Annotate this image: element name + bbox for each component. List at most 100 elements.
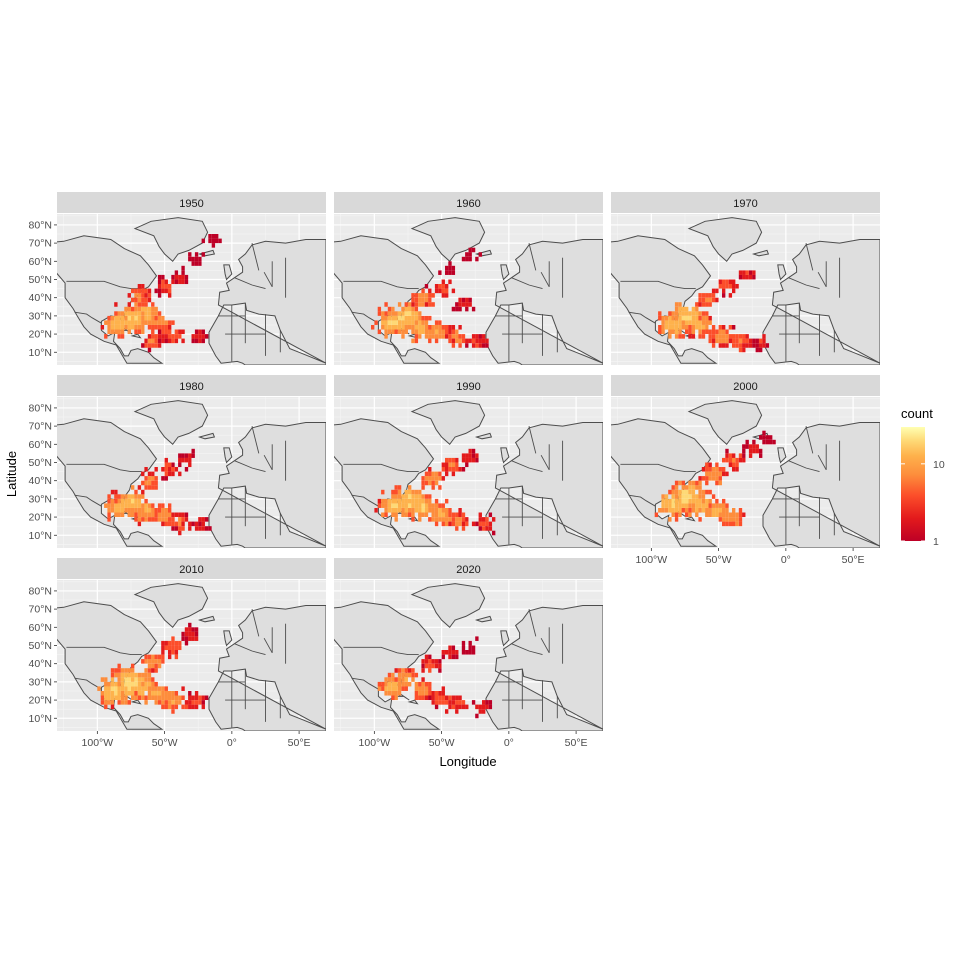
heat-bin <box>661 503 665 508</box>
heat-bin <box>144 343 148 348</box>
heat-bin <box>458 297 462 303</box>
heat-bin <box>120 512 125 518</box>
heat-bin <box>171 279 175 285</box>
heat-bin <box>678 503 682 508</box>
heat-bin <box>725 334 729 339</box>
heat-bin <box>424 686 429 691</box>
heat-bin <box>147 668 152 673</box>
heat-bin <box>384 325 388 330</box>
heat-bin <box>441 334 445 339</box>
heat-bin <box>215 238 219 244</box>
heat-bin <box>384 691 388 696</box>
heat-bin <box>144 681 148 687</box>
heat-bin <box>114 686 118 691</box>
heat-bin <box>154 681 158 687</box>
heat-bin <box>397 311 402 316</box>
heat-bin <box>397 320 402 325</box>
heat-bin <box>762 430 766 436</box>
heat-bin <box>211 234 216 239</box>
heat-bin <box>674 508 679 513</box>
heat-bin <box>147 512 152 518</box>
heat-bin <box>725 471 729 477</box>
heat-bin <box>161 315 165 321</box>
heat-bin <box>732 288 736 294</box>
heat-bin <box>107 315 111 321</box>
heat-bin <box>678 315 682 321</box>
heat-bin <box>674 306 679 312</box>
heat-bin <box>434 471 439 477</box>
heat-bin <box>465 252 469 257</box>
heat-bin <box>488 526 493 531</box>
heat-bin <box>171 471 175 477</box>
heat-bin <box>208 526 212 531</box>
heat-bin <box>127 329 131 335</box>
heat-bin <box>168 293 172 298</box>
heat-bin <box>178 517 182 522</box>
heat-bin <box>404 306 408 312</box>
heat-bin <box>698 297 702 303</box>
heat-bin <box>448 517 452 522</box>
country-border <box>788 277 820 290</box>
heat-bin <box>408 489 412 495</box>
heat-bin <box>404 672 408 678</box>
heat-bin <box>194 704 199 710</box>
heat-bin <box>678 334 682 339</box>
heat-bin <box>421 494 425 499</box>
heat-bin <box>725 512 729 518</box>
heat-bin <box>458 343 462 348</box>
heat-bin <box>678 325 682 330</box>
heat-bin <box>678 494 682 499</box>
heat-bin <box>110 489 115 495</box>
heat-bin <box>127 302 131 307</box>
legend-tick-label: 10 <box>933 459 945 471</box>
heat-bin <box>127 311 131 316</box>
heat-bin <box>728 325 733 330</box>
heat-bin <box>184 453 189 458</box>
heat-bin <box>688 494 692 499</box>
land-outline <box>500 447 510 464</box>
heat-bin <box>451 471 456 477</box>
heat-bin <box>114 302 118 307</box>
heat-bin <box>168 284 172 289</box>
heat-bin <box>428 503 432 508</box>
heat-bin <box>434 503 439 508</box>
country-border <box>620 463 696 473</box>
heat-bin <box>448 654 452 660</box>
heat-bin <box>168 320 172 325</box>
heat-bin <box>745 274 749 280</box>
heat-bin <box>164 325 168 330</box>
y-tick-label: 10°N <box>29 713 52 725</box>
heat-bin <box>705 480 709 486</box>
heat-bin <box>151 677 155 682</box>
facet-strip <box>57 558 326 579</box>
heat-bin <box>448 329 452 335</box>
heat-bin <box>137 302 142 307</box>
y-tick-label: 60°N <box>29 256 52 268</box>
heat-bin <box>461 338 466 344</box>
heat-bin <box>468 640 472 646</box>
heat-bin <box>468 448 472 454</box>
heat-bin <box>100 677 105 682</box>
heat-bin <box>104 704 108 710</box>
heat-bin <box>134 297 138 303</box>
heat-bin <box>708 334 712 339</box>
heat-bin <box>394 485 398 490</box>
heat-bin <box>144 297 148 303</box>
heat-bin <box>144 700 148 705</box>
heat-bin <box>414 681 419 687</box>
heat-bin <box>401 503 405 508</box>
heat-bin <box>127 508 131 513</box>
heat-bin <box>164 334 168 339</box>
heat-bin <box>394 489 398 495</box>
heat-bin <box>688 498 692 504</box>
heat-bin <box>748 444 753 449</box>
heat-bin <box>401 677 405 682</box>
heat-bin <box>438 476 442 481</box>
heat-bin <box>411 668 415 673</box>
heat-bin <box>117 320 121 325</box>
heat-bin <box>147 691 152 696</box>
heat-bin <box>171 695 175 701</box>
heat-bin <box>438 284 442 289</box>
y-tick-label: 60°N <box>29 439 52 451</box>
facet-panel-1990: 1990 <box>334 375 603 548</box>
